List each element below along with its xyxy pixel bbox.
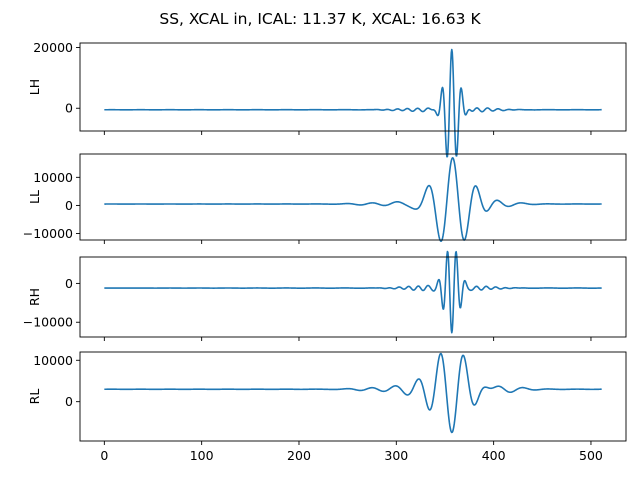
y-tick-label: 20000 xyxy=(33,40,73,55)
y-tick-label: 0 xyxy=(65,276,73,291)
x-tick-label: 200 xyxy=(287,448,311,463)
y-tick-label: −10000 xyxy=(23,226,73,241)
y-axis-label: LL xyxy=(27,190,42,204)
y-axis-label: RH xyxy=(27,288,42,306)
series-line-lh xyxy=(104,48,602,158)
y-tick-label: 0 xyxy=(65,101,73,116)
subplots: 020000LH−10000010000LL−100000RH010000RL0… xyxy=(23,40,627,463)
y-tick-label: 10000 xyxy=(33,353,73,368)
axes-frame xyxy=(79,42,627,132)
x-tick-label: 300 xyxy=(384,448,408,463)
y-tick-label: 10000 xyxy=(33,170,73,185)
subplot-rl: 0 10000 RL 0 100 200 300 400 500 xyxy=(27,351,627,463)
chart-title: SS, XCAL in, ICAL: 11.37 K, XCAL: 16.63 … xyxy=(159,10,481,28)
y-tick-label: 0 xyxy=(65,394,73,409)
series-line-ll xyxy=(104,157,602,243)
x-tick-label: 400 xyxy=(482,448,506,463)
axes-frame xyxy=(79,351,627,442)
y-axis-label: RL xyxy=(27,389,42,405)
x-tick-label: 100 xyxy=(190,448,214,463)
axes-frame xyxy=(79,256,627,338)
y-tick-label: 0 xyxy=(65,198,73,213)
series-line-rh xyxy=(104,250,602,334)
series-line-rl xyxy=(104,352,602,434)
subplot-lh: 0 20000 LH xyxy=(27,40,627,158)
axes-frame xyxy=(79,153,627,241)
x-tick-label: 500 xyxy=(579,448,603,463)
x-tick-label: 0 xyxy=(100,448,108,463)
subplot-ll: −10000 0 10000 LL xyxy=(23,153,627,244)
y-tick-label: −10000 xyxy=(23,315,73,330)
subplot-rh: −10000 0 RH xyxy=(23,250,627,341)
y-axis-label: LH xyxy=(27,79,42,95)
